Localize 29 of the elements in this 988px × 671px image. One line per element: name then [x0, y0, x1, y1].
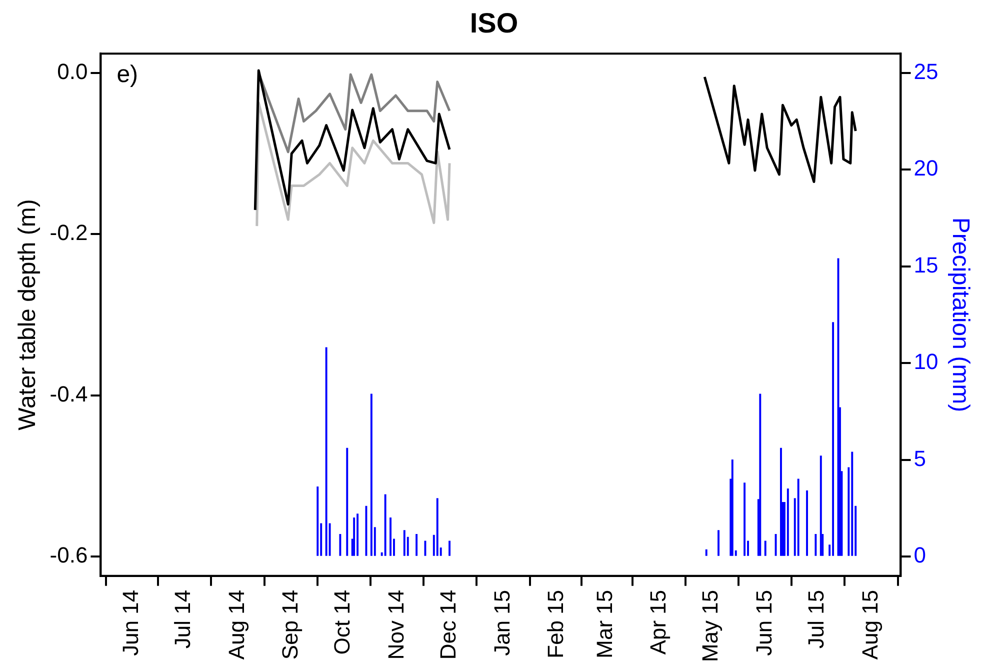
x-tick-label: Sep 14 — [278, 590, 303, 660]
y-tick-label: -0.4 — [50, 381, 88, 406]
x-tick-label: Aug 14 — [224, 590, 249, 660]
x-tick-label: Nov 14 — [384, 590, 409, 660]
y2-tick-label: 25 — [914, 59, 938, 84]
x-tick-label: Jan 15 — [489, 590, 514, 656]
y2-tick-label: 10 — [914, 349, 938, 374]
y-tick-label: 0.0 — [57, 59, 88, 84]
x-tick-label: Jun 14 — [118, 590, 144, 656]
x-tick-label: Dec 14 — [436, 590, 461, 660]
y2-tick-label: 20 — [914, 156, 938, 181]
x-tick-label: Mar 15 — [592, 590, 617, 658]
x-tick-label: Aug 15 — [857, 590, 882, 660]
x-tick-label: Feb 15 — [543, 590, 568, 658]
chart-title: ISO — [470, 8, 518, 39]
x-tick-label: Jun 15 — [751, 590, 776, 656]
x-tick-label: May 15 — [698, 590, 723, 662]
y2-tick-label: 15 — [914, 252, 938, 278]
y-axis-title: Water table depth (m) — [14, 199, 42, 430]
x-tick-label: Jul 15 — [803, 590, 828, 649]
y2-tick-label: 0 — [914, 542, 926, 568]
y-tick-label: -0.2 — [50, 220, 88, 246]
x-tick-label: Jul 14 — [170, 590, 196, 649]
annotation: e) — [116, 61, 138, 88]
y2-axis-title: Precipitation (mm) — [946, 217, 974, 412]
y2-tick-label: 5 — [914, 446, 926, 471]
y-tick-label: -0.6 — [50, 542, 88, 568]
x-tick-label: Apr 15 — [646, 590, 671, 655]
x-tick-label: Oct 14 — [330, 590, 355, 655]
